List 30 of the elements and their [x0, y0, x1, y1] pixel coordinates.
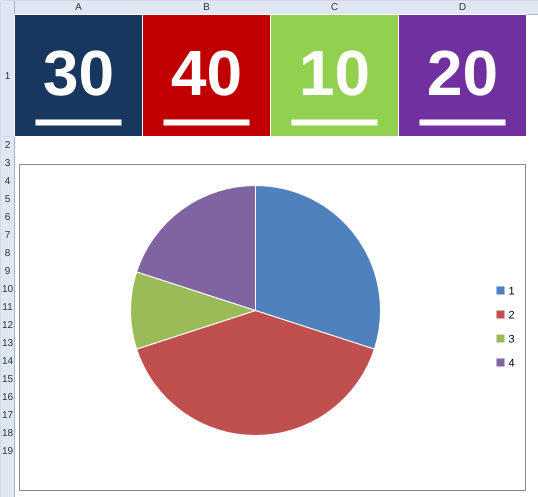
data-label: 10 [298, 37, 370, 109]
legend-label: 4 [508, 358, 515, 370]
x-tick-label: D [458, 2, 466, 13]
text: 5 [4, 194, 11, 205]
text: 4 [4, 176, 11, 187]
text: 9 [4, 266, 11, 277]
text: 14 [2, 356, 14, 367]
text: 3 [4, 158, 11, 169]
data-label: 20 [426, 37, 498, 109]
legend-label: 1 [508, 286, 515, 298]
data-label: 30 [42, 37, 114, 109]
text: 12 [2, 320, 14, 331]
text: 10 [2, 284, 14, 295]
x-tick-label: B [203, 2, 210, 13]
text: 6 [4, 212, 11, 223]
text: 15 [2, 374, 14, 385]
x-tick-label: A [75, 2, 82, 13]
data-label: 40 [170, 37, 242, 109]
text: 2 [4, 140, 11, 151]
legend-label: 2 [508, 310, 515, 322]
text: 7 [4, 230, 11, 241]
text: 17 [2, 410, 14, 421]
text: 11 [2, 302, 14, 313]
text: 13 [2, 338, 14, 349]
text: 19 [2, 446, 14, 457]
text: 16 [2, 392, 14, 403]
legend-label: 3 [508, 334, 515, 346]
text: 18 [2, 428, 14, 439]
x-tick-label: C [330, 2, 338, 13]
text: 8 [4, 248, 11, 259]
